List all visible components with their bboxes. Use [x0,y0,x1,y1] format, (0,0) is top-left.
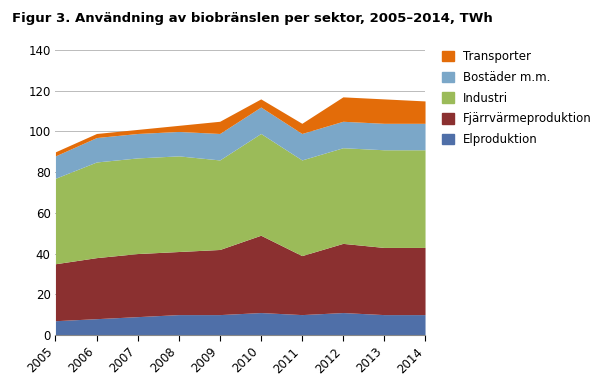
Text: Figur 3. Användning av biobränslen per sektor, 2005–2014, TWh: Figur 3. Användning av biobränslen per s… [12,12,493,25]
Legend: Transporter, Bostäder m.m., Industri, Fjärrvärmeproduktion, Elproduktion: Transporter, Bostäder m.m., Industri, Fj… [442,50,592,146]
